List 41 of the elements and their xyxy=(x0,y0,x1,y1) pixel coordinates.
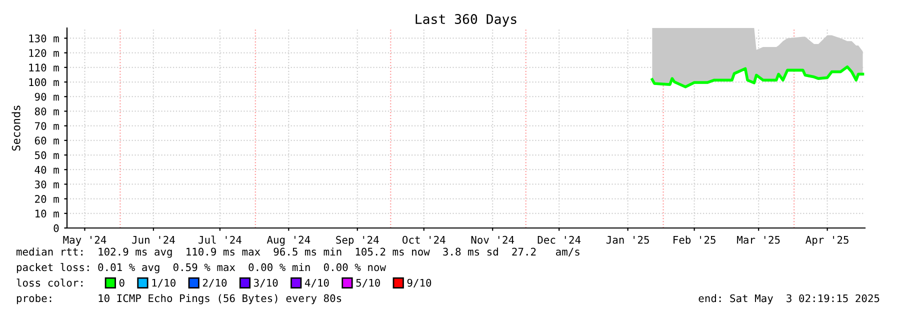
y-tick-label: 120 m xyxy=(29,49,59,57)
y-tick-label: 130 m xyxy=(29,34,59,42)
y-tick-label: 80 m xyxy=(34,107,59,116)
x-tick-label: Dec '24 xyxy=(538,236,581,244)
x-tick-label: Jun '24 xyxy=(132,236,175,244)
text: probe: 10 ICMP Echo Pings (56 Bytes) every 80s xyxy=(16,294,342,304)
x-tick-label: May '24 xyxy=(63,236,106,246)
legend-label: 2/10 xyxy=(202,278,227,288)
y-tick-label: 0 xyxy=(54,224,59,232)
x-tick-label: Aug '24 xyxy=(266,236,310,246)
y-tick-label: 90 m xyxy=(34,92,59,101)
x-tick-label: Jan '25 xyxy=(606,236,649,244)
text: end: Sat May 3 02:19:15 2025 xyxy=(698,294,880,304)
y-axis-title: Seconds xyxy=(12,106,20,151)
y-tick-label: 50 m xyxy=(35,151,59,160)
y-tick-label: 20 m xyxy=(35,195,59,203)
y-tick-label: 60 m xyxy=(34,136,59,145)
legend-label: 9/10 xyxy=(407,278,432,288)
legend-title: loss color: xyxy=(16,278,82,287)
y-tick-label: 40 m xyxy=(34,166,59,174)
y-tick-label: 10 m xyxy=(36,210,59,218)
x-tick-label: Nov '24 xyxy=(471,236,514,244)
legend-label: 4/10 xyxy=(304,278,329,288)
line-series xyxy=(650,65,864,88)
y-tick-label: 100 m xyxy=(29,78,59,86)
chart-title: Last 360 Days xyxy=(416,14,516,27)
legend-label: 3/10 xyxy=(254,278,278,288)
y-tick-label: 110 m xyxy=(29,64,59,72)
legend-label: 1/10 xyxy=(152,278,176,288)
x-tick-label: Sep '24 xyxy=(336,236,379,246)
text: packet loss: 0.01 % avg 0.59 % max 0.00 % min 0.00 % now xyxy=(16,263,386,274)
legend-label: 5/10 xyxy=(356,278,380,288)
y-tick-label: 70 m xyxy=(34,122,59,130)
text: median rtt: 102.9 ms avg 110.9 ms max 96.5 ms min 105.2 ms now 3.8 ms sd 27.2 am/s xyxy=(16,248,580,258)
x-tick-label: Apr '25 xyxy=(806,236,848,246)
y-tick-label: 30 m xyxy=(34,180,59,188)
legend-label: 0 xyxy=(119,278,124,287)
x-tick-label: Jul '24 xyxy=(198,236,242,244)
x-tick-label: Mar '25 xyxy=(737,236,780,244)
x-tick-label: Feb '25 xyxy=(674,236,716,244)
x-tick-label: Oct '24 xyxy=(402,236,446,244)
